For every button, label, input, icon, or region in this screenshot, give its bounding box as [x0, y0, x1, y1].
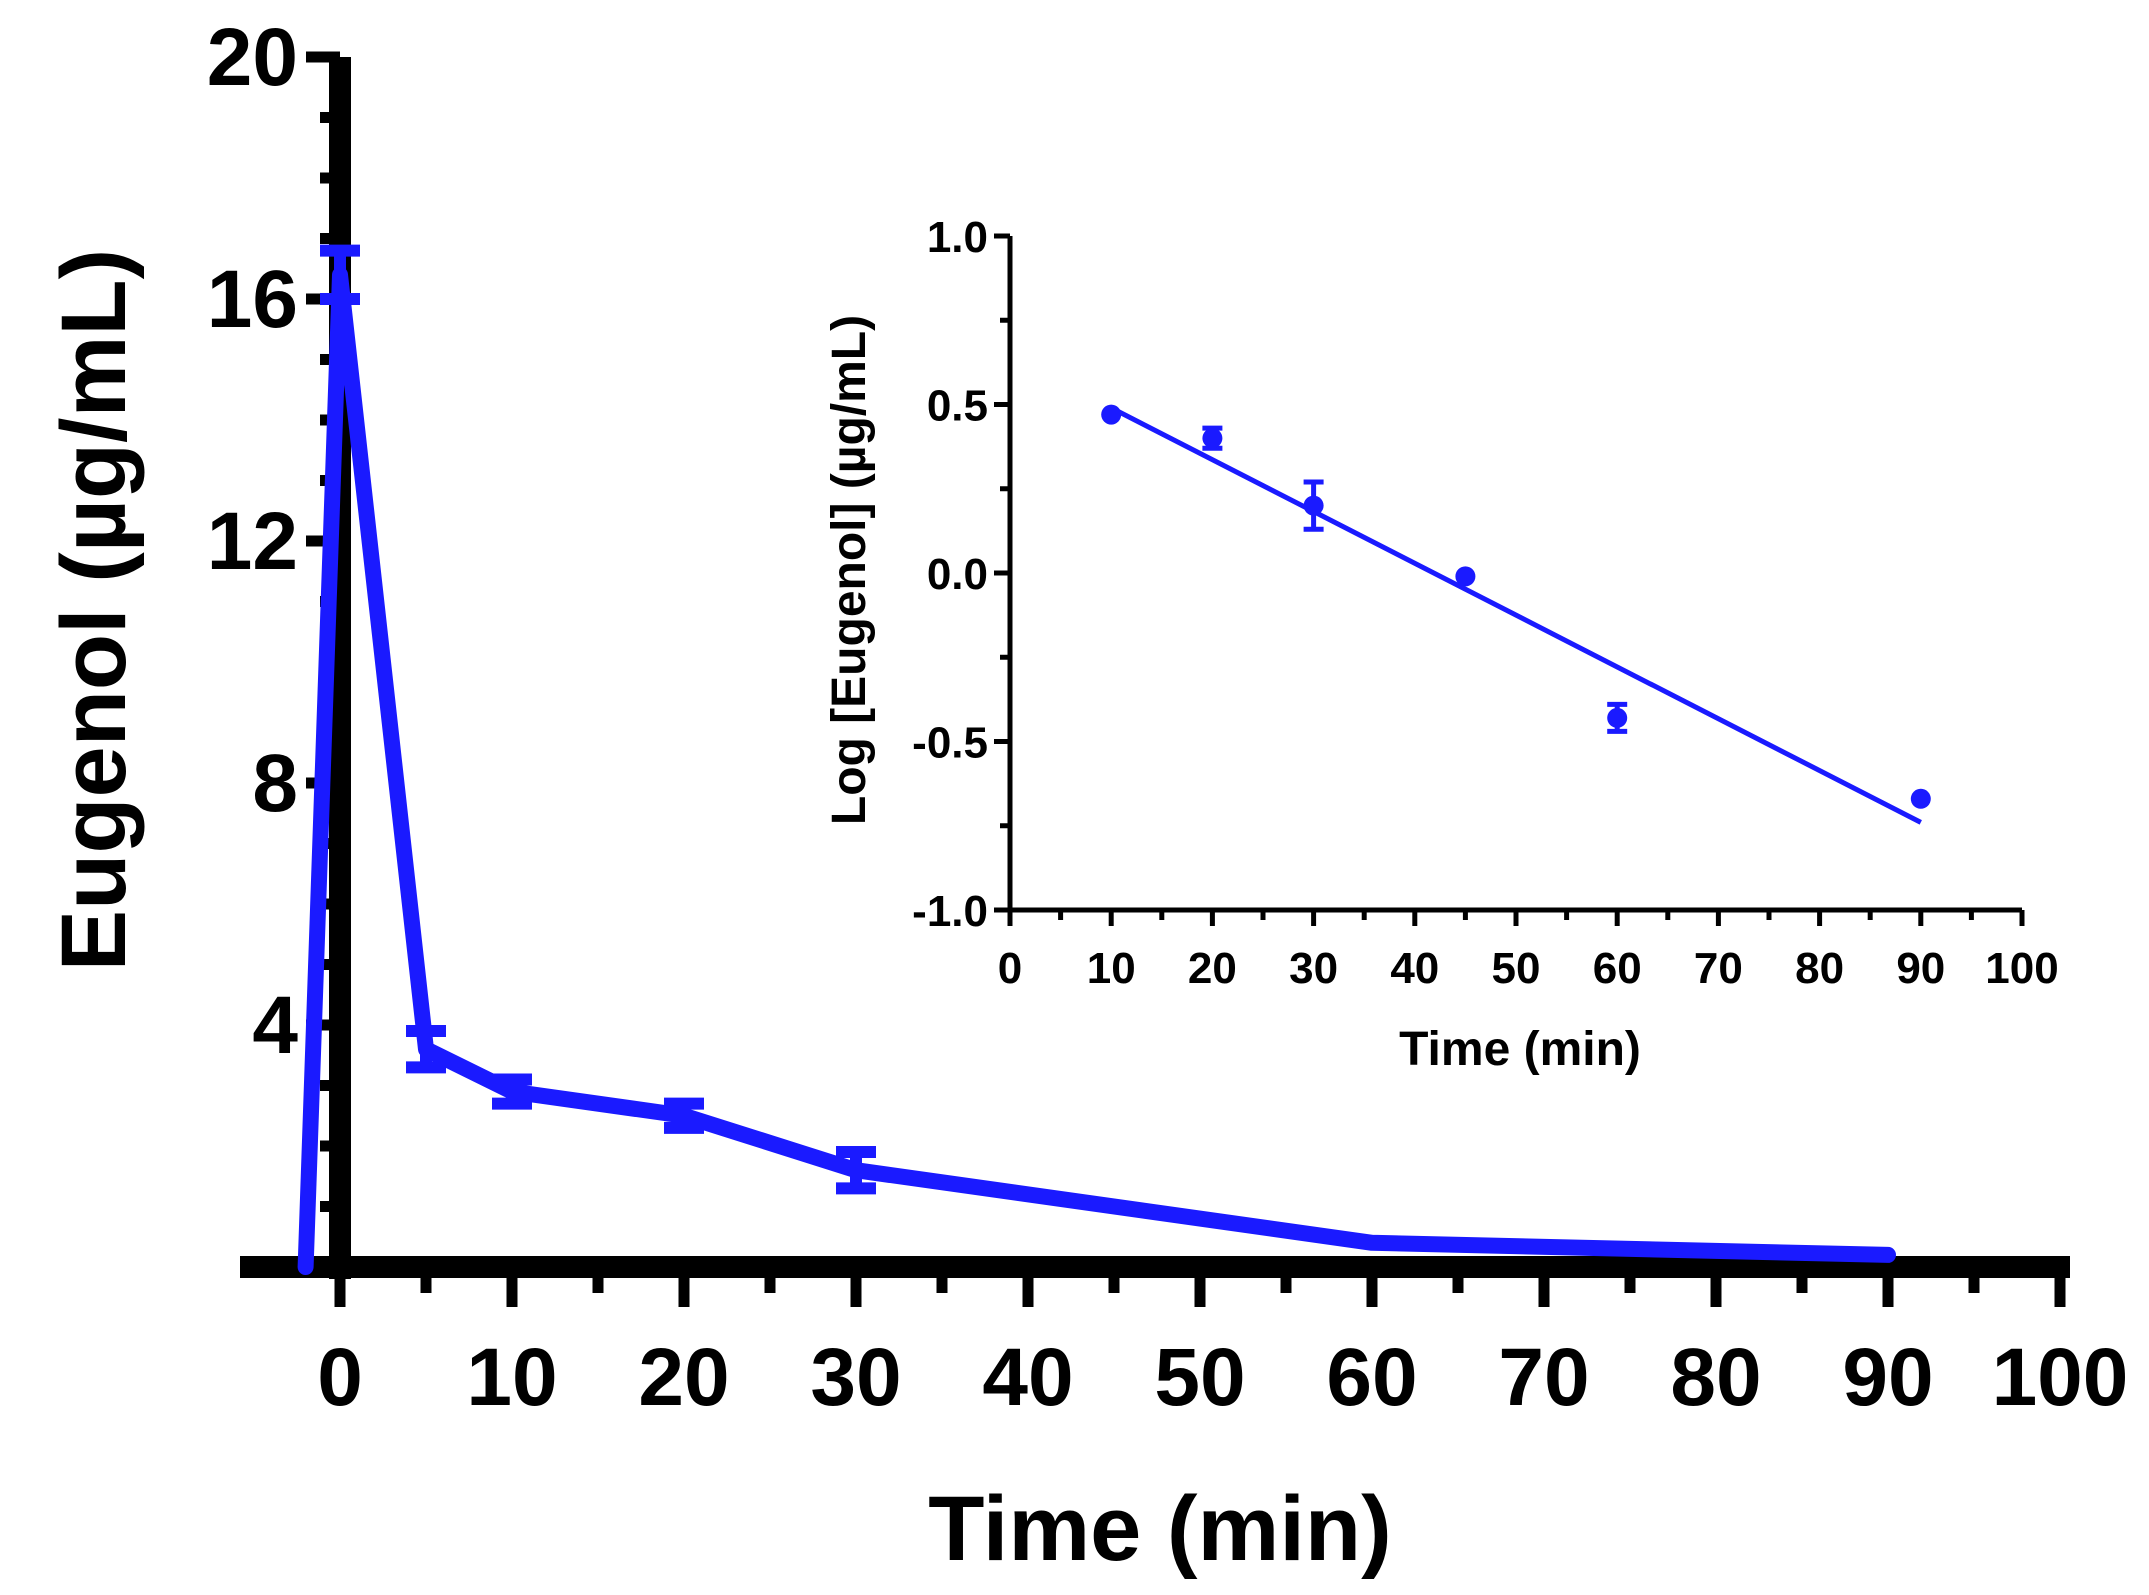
inset-x-tick-label: 40 [1390, 944, 1439, 993]
inset-y-tick-label: 1.0 [927, 213, 988, 262]
inset-x-tick-label: 50 [1492, 944, 1541, 993]
main-x-tick-label: 20 [638, 1332, 729, 1423]
main-y-axis-label: Eugenol (µg/mL) [43, 249, 145, 971]
inset-x-tick-label: 100 [1985, 944, 2058, 993]
main-series [297, 244, 1896, 1275]
main-x-tick-label: 90 [1842, 1332, 1933, 1423]
inset-x-tick-label: 20 [1188, 944, 1237, 993]
main-x-tick-label: 80 [1670, 1332, 1761, 1423]
main-x-tick-label: 100 [1992, 1332, 2129, 1423]
main-x-tick-label: 30 [810, 1332, 901, 1423]
inset-x-tick-label: 0 [998, 944, 1022, 993]
main-x-tick-label: 40 [982, 1332, 1073, 1423]
main-series-line [297, 266, 1896, 1275]
main-x-axis-label: Time (min) [928, 1478, 1391, 1580]
inset-data-point [1607, 707, 1628, 728]
inset-x-tick-label: 90 [1896, 944, 1945, 993]
main-x-tick-label: 60 [1326, 1332, 1417, 1423]
inset-y-tick-label: -0.5 [912, 719, 988, 768]
inset-x-tick-label: 80 [1795, 944, 1844, 993]
main-x-tick-label: 70 [1498, 1332, 1589, 1423]
inset-x-tick-label: 10 [1087, 944, 1136, 993]
inset-x-tick-label: 30 [1289, 944, 1338, 993]
inset-y-tick-label: 0.0 [927, 550, 988, 599]
main-x-tick-label: 0 [317, 1332, 363, 1423]
main-y-tick-label: 20 [207, 12, 298, 103]
inset-data-point [1202, 428, 1223, 449]
main-y-tick-label: 16 [207, 254, 298, 345]
inset-data-point [1910, 788, 1931, 809]
inset-y-axis-label: Log [Eugenol] (µg/mL) [823, 315, 876, 825]
main-y-tick-label: 12 [207, 496, 298, 587]
inset-data-point [1455, 566, 1476, 587]
inset-series [1101, 404, 1931, 825]
inset-x-tick-label: 60 [1593, 944, 1642, 993]
main-x-tick-label: 10 [466, 1332, 557, 1423]
inset-data-point [1101, 404, 1122, 425]
main-x-tick-label: 50 [1154, 1332, 1245, 1423]
main-y-tick-label: 8 [252, 738, 298, 829]
inset-y-tick-label: 0.5 [927, 382, 988, 431]
main-y-tick-label: 4 [252, 980, 298, 1071]
inset-data-point [1303, 495, 1324, 516]
inset-axes: -1.0 -0.5 0.0 0.5 1.0 0 10 20 30 40 50 60 70 80 90 100 [912, 213, 2059, 993]
inset-y-tick-label: -1.0 [912, 887, 988, 936]
inset-x-axis-label: Time (min) [1399, 1023, 1641, 1076]
inset-x-tick-label: 70 [1694, 944, 1743, 993]
inset-fit-line [1110, 405, 1922, 825]
